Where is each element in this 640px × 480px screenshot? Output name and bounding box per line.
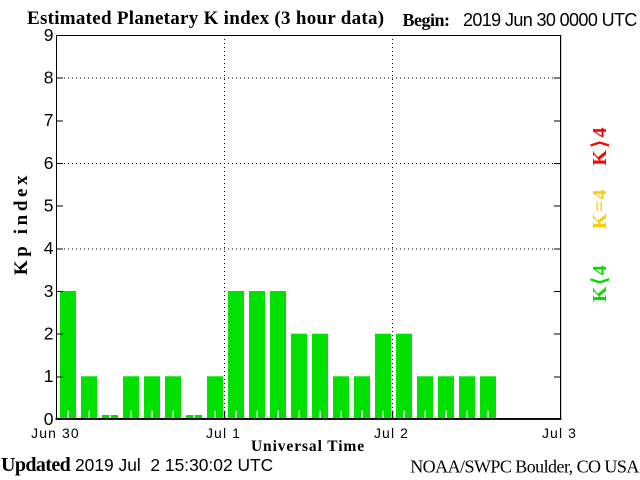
svg-text:9: 9 [44, 25, 54, 45]
svg-text:7: 7 [44, 110, 54, 130]
svg-text:K=4: K=4 [589, 188, 611, 229]
svg-text:2: 2 [44, 324, 54, 344]
svg-text:5: 5 [44, 196, 54, 216]
svg-text:6: 6 [44, 153, 54, 173]
svg-text:Jul 2: Jul 2 [374, 425, 409, 441]
svg-text:1: 1 [44, 366, 54, 386]
svg-text:3: 3 [44, 281, 54, 301]
svg-text:0: 0 [44, 409, 54, 429]
svg-text:Jul 1: Jul 1 [206, 425, 241, 441]
svg-text:Jun 30: Jun 30 [31, 425, 80, 441]
svg-text:K⟩4: K⟩4 [589, 125, 611, 166]
svg-text:8: 8 [44, 68, 54, 88]
svg-text:Jul 3: Jul 3 [542, 425, 577, 441]
svg-text:4: 4 [44, 238, 54, 258]
svg-text:2019 Jul 2 15:30:02 UTC: 2019 Jul 2 15:30:02 UTC [75, 455, 273, 475]
svg-text:Estimated Planetary K index (3: Estimated Planetary K index (3 hour data… [27, 8, 384, 29]
svg-text:Kp index: Kp index [11, 172, 32, 275]
svg-text:Begin:: Begin: [403, 10, 450, 30]
svg-text:NOAA/SWPC Boulder, CO USA: NOAA/SWPC Boulder, CO USA [410, 457, 639, 477]
svg-text:2019 Jun 30 0000 UTC: 2019 Jun 30 0000 UTC [463, 10, 637, 30]
svg-text:K⟨4: K⟨4 [589, 263, 611, 302]
svg-text:Universal Time: Universal Time [251, 438, 365, 455]
svg-text:Updated: Updated [1, 454, 71, 476]
